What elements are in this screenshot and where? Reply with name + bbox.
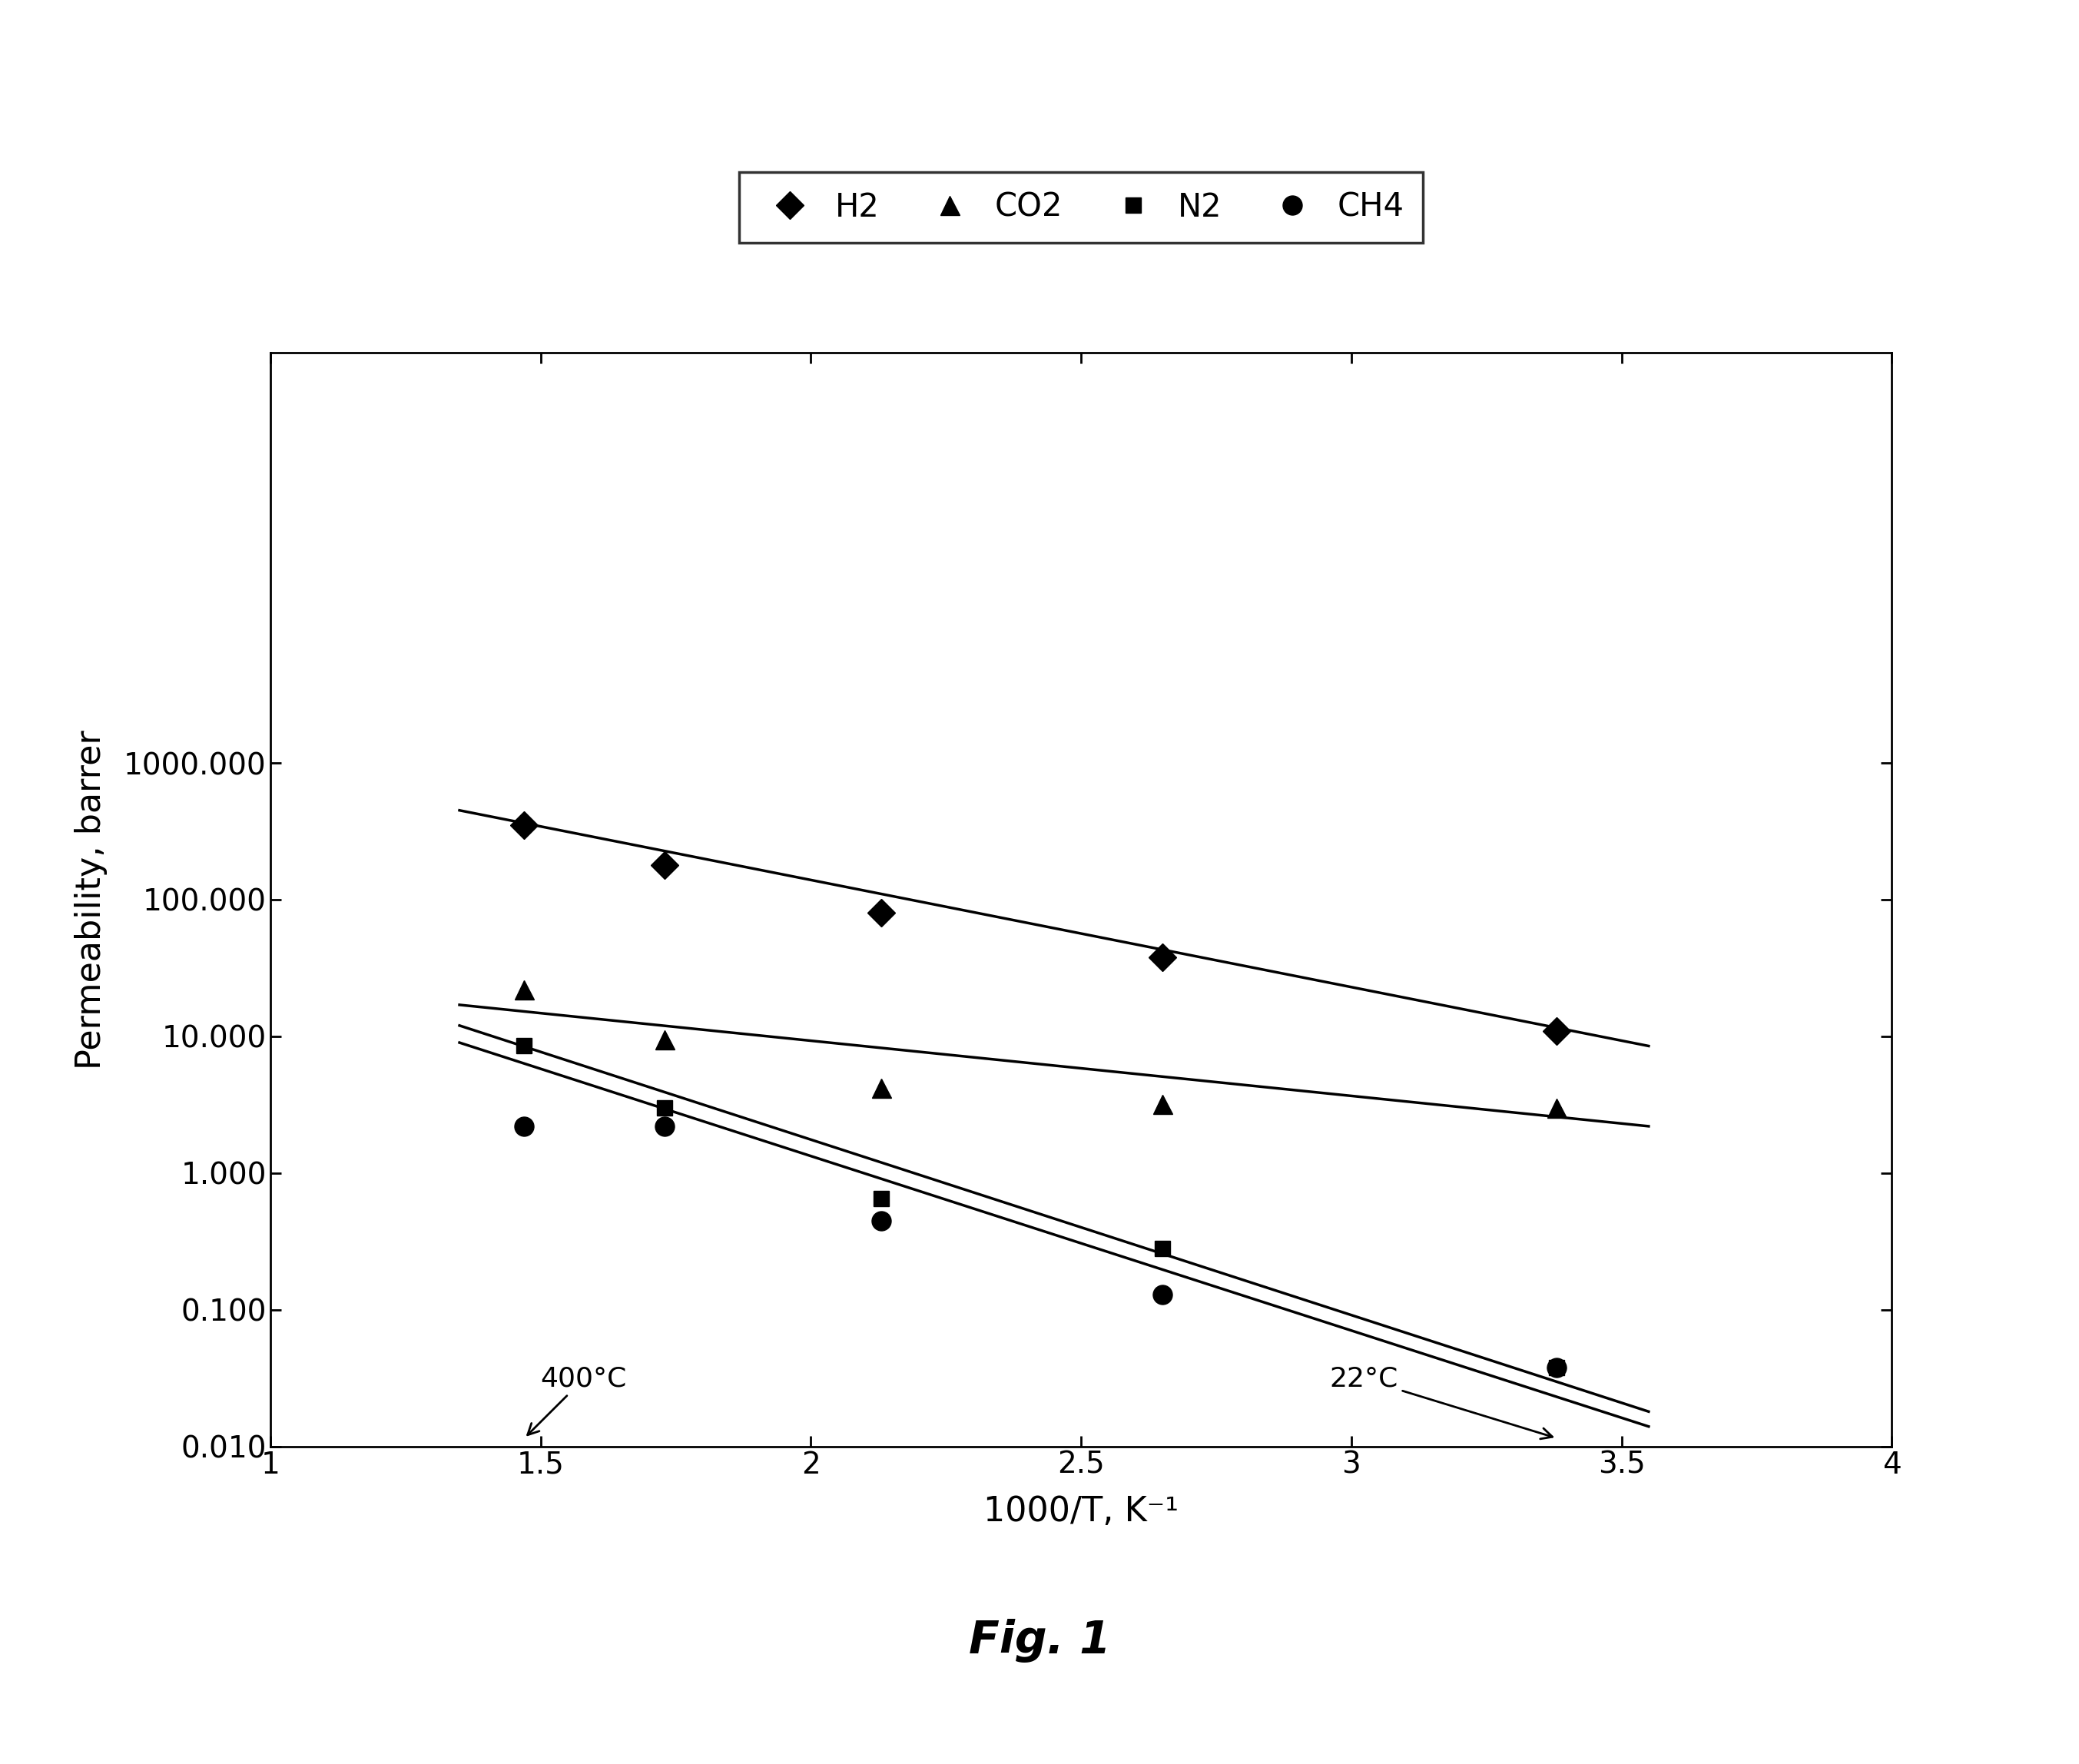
N2 [653, 1097, 678, 1118]
N2 [511, 1035, 536, 1057]
X-axis label: 1000/T, K⁻¹: 1000/T, K⁻¹ [983, 1496, 1179, 1528]
Line: N2: N2 [516, 1037, 1565, 1376]
Y-axis label: Permeability, barrer: Permeability, barrer [75, 730, 108, 1069]
Line: CO2: CO2 [516, 981, 1565, 1117]
CO2 [1545, 1097, 1570, 1118]
CH4 [511, 1115, 536, 1136]
Text: Fig. 1: Fig. 1 [969, 1619, 1110, 1662]
CO2 [653, 1028, 678, 1050]
Legend: H2, CO2, N2, CH4: H2, CO2, N2, CH4 [738, 171, 1424, 243]
CO2 [1150, 1094, 1175, 1115]
H2 [653, 854, 678, 875]
H2 [511, 815, 536, 836]
Text: 22°C: 22°C [1331, 1365, 1553, 1439]
CH4 [653, 1115, 678, 1136]
Text: 400°C: 400°C [528, 1365, 628, 1434]
CH4 [1545, 1357, 1570, 1378]
N2 [869, 1187, 894, 1208]
Line: H2: H2 [516, 815, 1565, 1041]
H2 [1150, 947, 1175, 968]
N2 [1150, 1238, 1175, 1259]
N2 [1545, 1357, 1570, 1378]
Line: CH4: CH4 [516, 1117, 1565, 1378]
H2 [869, 903, 894, 924]
CH4 [1150, 1284, 1175, 1305]
CO2 [511, 979, 536, 1000]
CH4 [869, 1210, 894, 1231]
H2 [1545, 1020, 1570, 1041]
CO2 [869, 1078, 894, 1099]
